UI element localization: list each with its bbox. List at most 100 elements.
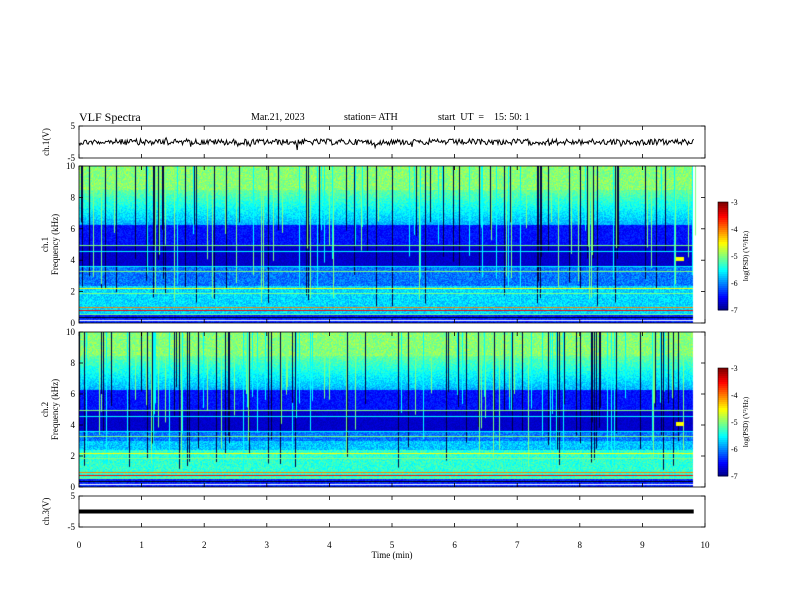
colorbar-step (718, 268, 728, 271)
colorbar-step (718, 398, 728, 401)
colorbar-step (718, 382, 728, 385)
colorbar-step (718, 454, 728, 457)
colorbar-step (718, 444, 728, 447)
y-tick-label: 0 (71, 482, 76, 492)
y-tick-label: 6 (71, 224, 76, 234)
colorbar-step (718, 408, 728, 411)
x-tick-label: 6 (452, 540, 457, 550)
colorbar-step (718, 390, 728, 393)
x-tick-label: 1 (139, 540, 144, 550)
colorbar-step (718, 384, 728, 387)
colorbar-step (718, 460, 728, 463)
colorbar-step (718, 234, 728, 237)
x-tick-label: 10 (701, 540, 711, 550)
colorbar-step (718, 400, 728, 403)
colorbar-step (718, 278, 728, 281)
x-tick-label: 9 (640, 540, 645, 550)
colorbar-step (718, 218, 728, 221)
station-label: station= ATH (344, 112, 398, 123)
colorbar-step (718, 424, 728, 427)
x-tick-label: 8 (578, 540, 583, 550)
y-tick-label: 0 (71, 318, 76, 328)
colorbar-step (718, 462, 728, 465)
colorbar-step (718, 404, 728, 407)
colorbar-tick-label: -3 (731, 364, 738, 373)
y-tick-label: 4 (71, 420, 76, 430)
y-tick-label: 4 (71, 255, 76, 265)
y-axis-label: Frequency (kHz) (50, 214, 60, 275)
colorbar-step (718, 238, 728, 241)
colorbar-tick-label: -6 (731, 279, 738, 288)
figure-title: VLF Spectra (79, 110, 141, 124)
y-tick-label: -5 (68, 153, 76, 163)
colorbar-step (718, 472, 728, 475)
colorbar-step (718, 380, 728, 383)
colorbar-step (718, 470, 728, 473)
colorbar-tick-label: -7 (731, 306, 738, 315)
colorbar-tick-label: -5 (731, 252, 738, 261)
colorbar-step (718, 416, 728, 419)
x-tick-label: 7 (515, 540, 520, 550)
colorbar-step (718, 466, 728, 469)
colorbar-step (718, 208, 728, 211)
x-axis-label: Time (min) (372, 550, 413, 560)
colorbar-step (718, 442, 728, 445)
colorbar-step (718, 308, 728, 311)
colorbar-tick-label: -4 (731, 391, 738, 400)
colorbar-step (718, 456, 728, 459)
colorbar-step (718, 250, 728, 253)
colorbar-step (718, 260, 728, 263)
colorbar-step (718, 246, 728, 249)
colorbar-step (718, 420, 728, 423)
colorbar-step (718, 264, 728, 267)
colorbar (717, 201, 729, 311)
spectrogram-2 (79, 332, 705, 487)
colorbar-label: log(PSD) (V²/Hz) (742, 230, 750, 281)
colorbar-step (718, 266, 728, 269)
colorbar-tick-label: -3 (731, 198, 738, 207)
y-tick-label: 5 (71, 491, 76, 501)
colorbar-tick-label: -4 (731, 225, 738, 234)
colorbar-step (718, 256, 728, 259)
colorbar-step (718, 378, 728, 381)
y-tick-label: 10 (66, 327, 76, 337)
colorbar-step (718, 388, 728, 391)
colorbar-step (718, 468, 728, 471)
colorbar-step (718, 294, 728, 297)
colorbar-step (718, 240, 728, 243)
y-tick-label: 2 (71, 287, 76, 297)
colorbar-step (718, 374, 728, 377)
colorbar-step (718, 402, 728, 405)
colorbar-step (718, 430, 728, 433)
x-tick-label: 0 (77, 540, 82, 550)
start-time-label: start UT = 15: 50: 1 (438, 112, 530, 123)
panel-3 (78, 331, 729, 488)
y-tick-label: -5 (68, 522, 76, 532)
colorbar-step (718, 428, 728, 431)
colorbar-frame (717, 367, 729, 477)
colorbar-step (718, 254, 728, 257)
date-label: Mar.21, 2023 (251, 112, 305, 123)
colorbar-step (718, 272, 728, 275)
y-axis-label: Frequency (kHz) (50, 379, 60, 440)
colorbar-step (718, 242, 728, 245)
colorbar-step (718, 230, 728, 233)
colorbar-step (718, 304, 728, 307)
colorbar-step (718, 248, 728, 251)
colorbar-step (718, 446, 728, 449)
colorbar-step (718, 236, 728, 239)
colorbar-step (718, 214, 728, 217)
colorbar-step (718, 252, 728, 255)
colorbar-step (718, 206, 728, 209)
y-axis-label: ch.3(V) (41, 498, 51, 526)
x-tick-label: 4 (327, 540, 332, 550)
colorbar-tick-label: -6 (731, 445, 738, 454)
colorbar-step (718, 202, 728, 205)
colorbar-step (718, 410, 728, 413)
colorbar-step (718, 224, 728, 227)
colorbar-step (718, 418, 728, 421)
colorbar-step (718, 432, 728, 435)
y-axis-label: ch.1 (40, 237, 50, 252)
y-axis-label: ch.1(V) (41, 128, 51, 156)
